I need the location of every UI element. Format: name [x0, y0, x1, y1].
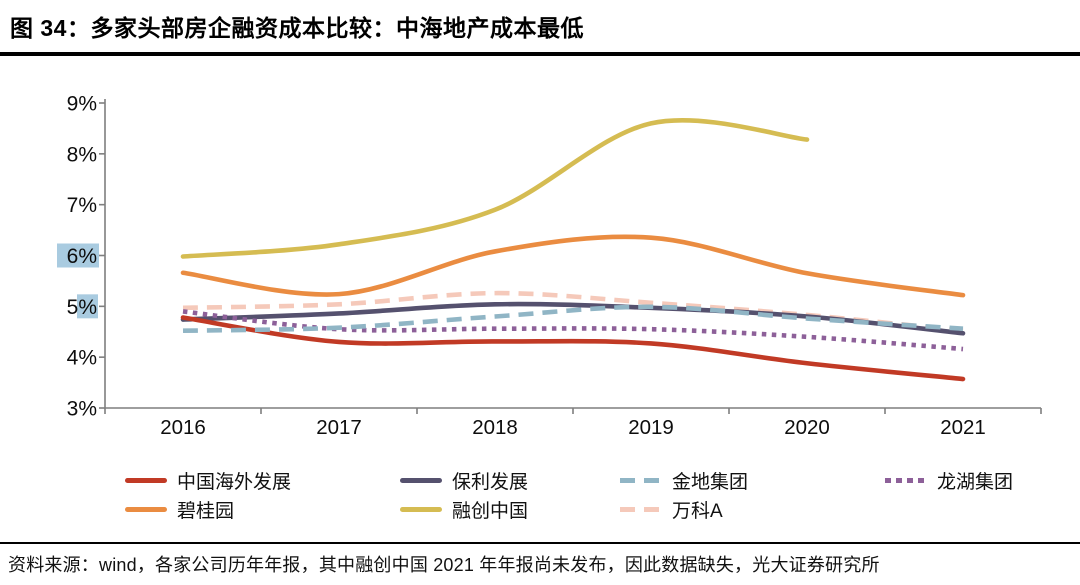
legend-swatch-vanke-a: [620, 507, 662, 512]
legend-label: 保利发展: [452, 472, 529, 493]
y-axis-label: 9%: [67, 93, 97, 116]
legend-label: 金地集团: [672, 472, 749, 493]
legend-item-vanke-a: 万科A: [620, 496, 885, 523]
x-axis-label: 2017: [316, 416, 362, 439]
source-note: 资料来源：wind，各家公司历年年报，其中融创中国 2021 年年报尚未发布，因…: [8, 555, 880, 575]
legend-item-poly: 保利发展: [400, 467, 620, 494]
legend-label: 万科A: [672, 501, 723, 522]
legend-row: 中国海外发展 保利发展 金地集团 龙湖集团: [125, 466, 1065, 495]
legend-label: 龙湖集团: [937, 472, 1014, 493]
series-line-country-garden: [180, 234, 966, 298]
legend-item-sunac: 融创中国: [400, 496, 620, 523]
series-line-vanke-a: [182, 290, 964, 334]
legend-item-china-overseas: 中国海外发展: [125, 467, 400, 494]
title-divider: [0, 52, 1080, 56]
series-line-gemdale: [182, 304, 964, 334]
legend-item-country-garden: 碧桂园: [125, 496, 400, 523]
y-axis-label: 3%: [67, 398, 97, 421]
legend-label: 融创中国: [452, 501, 529, 522]
x-axis-label: 2019: [628, 416, 674, 439]
legend-item-gemdale: 金地集团: [620, 467, 885, 494]
x-axis-label: 2021: [940, 416, 986, 439]
legend-swatch-longfor: [885, 478, 927, 483]
legend-swatch-country-garden: [125, 507, 167, 512]
x-axis-label: 2016: [160, 416, 206, 439]
line-chart: 9% 8% 7% 6% 5% 4% 3% 2016 2017 2018 2019 2020 2021: [57, 93, 1042, 439]
series-line-sunac: [180, 118, 810, 259]
x-axis-label: 2018: [472, 416, 518, 439]
legend-swatch-sunac: [400, 507, 442, 512]
y-axis-label: 6%: [67, 245, 97, 268]
legend-label: 碧桂园: [177, 501, 235, 522]
legend-label: 中国海外发展: [177, 472, 292, 493]
figure-title: 图 34：多家头部房企融资成本比较：中海地产成本最低: [10, 15, 584, 41]
legend-row: 碧桂园 融创中国 万科A: [125, 495, 1065, 524]
legend-swatch-china-overseas: [125, 478, 167, 483]
ytick-highlight: [77, 294, 98, 319]
chart-legend: 中国海外发展 保利发展 金地集团 龙湖集团碧桂园 融创中国 万科A: [125, 466, 1065, 524]
ytick-highlight: [57, 243, 99, 268]
y-axis-label: 5%: [67, 296, 97, 319]
x-axis-label: 2020: [784, 416, 830, 439]
legend-swatch-gemdale: [620, 478, 662, 483]
series-line-longfor: [182, 309, 964, 352]
y-axis-label: 8%: [67, 143, 97, 166]
footer-divider: [0, 542, 1080, 544]
y-axis-label: 4%: [67, 347, 97, 370]
legend-item-longfor: 龙湖集团: [885, 467, 1065, 494]
series-line-poly: [180, 301, 966, 336]
y-axis-label: 7%: [67, 194, 97, 217]
legend-swatch-poly: [400, 478, 442, 483]
series-line-china-overseas: [180, 315, 966, 382]
